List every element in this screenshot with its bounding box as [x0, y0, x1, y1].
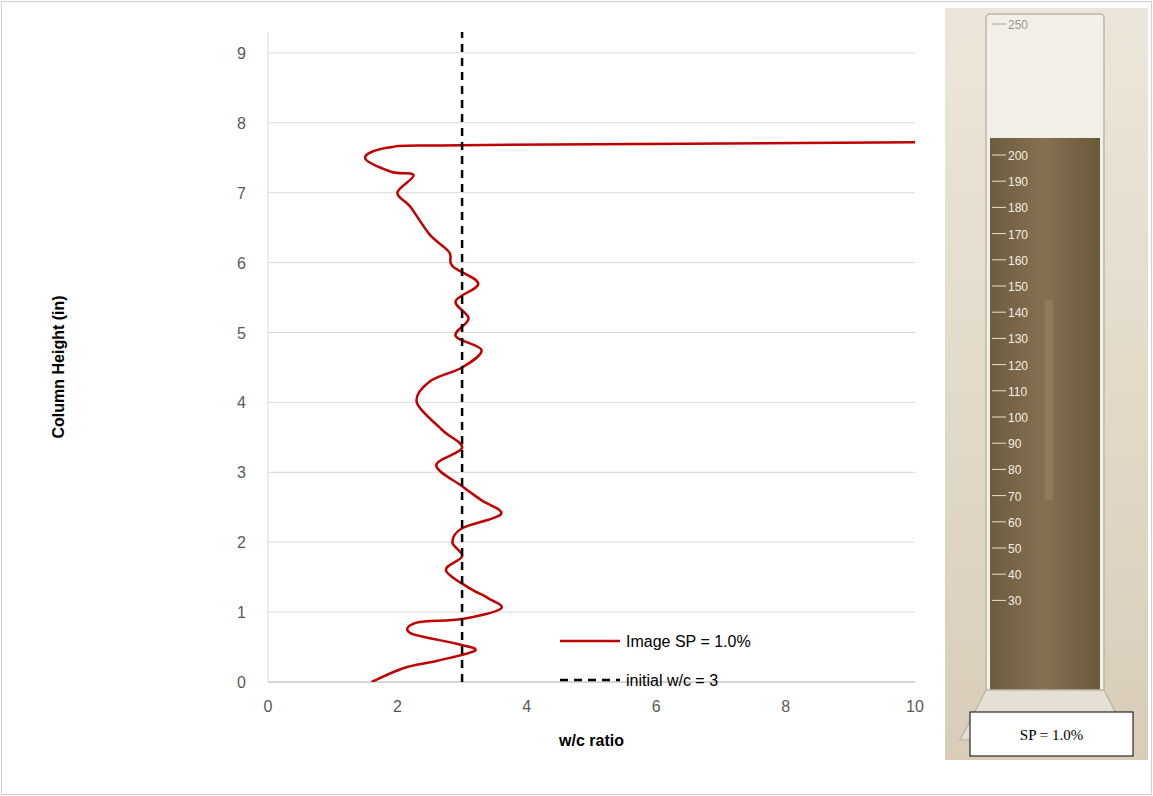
y-tick-label: 7: [237, 185, 246, 202]
y-tick-label: 6: [237, 255, 246, 272]
graduation-tick: [992, 233, 1006, 234]
x-tick-label: 6: [652, 698, 661, 715]
graduation-tick: [992, 495, 1006, 496]
graduation-tick: [992, 338, 1006, 339]
y-tick-label: 3: [237, 464, 246, 481]
x-tick-label: 0: [264, 698, 273, 715]
graduation-label: 200: [1008, 149, 1028, 163]
graduation-label: 110: [1008, 385, 1027, 399]
y-axis-title: Column Height (in): [50, 295, 67, 438]
x-axis-line: [268, 682, 915, 683]
y-tick-label: 9: [237, 45, 246, 62]
graduation-tick: [992, 207, 1006, 208]
x-tick-label: 8: [781, 698, 790, 715]
photo-caption: SP = 1.0%: [1020, 727, 1083, 743]
grid-line: [268, 262, 915, 263]
caption-box: [970, 712, 1133, 756]
x-tick-label: 4: [522, 698, 531, 715]
grid: [268, 53, 915, 682]
figure-frame: [2, 2, 1152, 795]
graduation-label: 160: [1008, 254, 1028, 268]
grid-line: [268, 542, 915, 543]
graduation-tick: [992, 443, 1006, 444]
figure: 01234567890246810w/c ratioColumn Height …: [0, 0, 1153, 796]
legend: Image SP = 1.0% initial w/c = 3: [560, 633, 751, 689]
grid-line: [268, 612, 915, 613]
graduation-tick: [992, 548, 1006, 549]
legend-swatch: [560, 679, 620, 682]
graduation-tick: [992, 24, 1006, 25]
grid-line: [268, 332, 915, 333]
y-axis-line: [268, 32, 269, 682]
graduation-tick: [992, 574, 1006, 575]
graduation-tick: [992, 286, 1006, 287]
legend-label: initial w/c = 3: [626, 672, 718, 689]
graduation-tick: [992, 155, 1006, 156]
glass-reflection: [1045, 300, 1053, 500]
graduation-tick: [992, 600, 1006, 601]
graduation-tick: [992, 312, 1006, 313]
graduation-label: 90: [1008, 437, 1022, 451]
cylinder-glass: [986, 14, 1104, 704]
graduation-tick: [992, 259, 1006, 260]
graduation-label: 130: [1008, 332, 1028, 346]
graduation-tick: [992, 364, 1006, 365]
cylinder-liquid: [990, 138, 1100, 702]
grid-line: [268, 122, 915, 123]
grid-line: [268, 682, 915, 683]
y-tick-label: 1: [237, 604, 246, 621]
x-axis-title: w/c ratio: [558, 732, 624, 749]
graduation-label: 80: [1008, 463, 1022, 477]
graduation-label: 250: [1008, 18, 1028, 32]
graduation-label: 30: [1008, 594, 1022, 608]
x-tick-label: 2: [393, 698, 402, 715]
graduation-label: 120: [1008, 359, 1028, 373]
graduation-tick: [992, 390, 1006, 391]
graduation-label: 70: [1008, 490, 1022, 504]
y-tick-label: 0: [237, 674, 246, 691]
graduation-label: 40: [1008, 568, 1022, 582]
series-line: [461, 32, 464, 682]
grid-line: [268, 402, 915, 403]
y-tick-label: 5: [237, 325, 246, 342]
graduation-tick: [992, 181, 1006, 182]
graduation-label: 60: [1008, 516, 1022, 530]
legend-label: Image SP = 1.0%: [626, 633, 751, 650]
y-tick-label: 2: [237, 534, 246, 551]
graduation-label: 100: [1008, 411, 1028, 425]
graduation-tick: [992, 417, 1006, 418]
y-tick-label: 8: [237, 115, 246, 132]
grid-line: [268, 472, 915, 473]
x-tick-label: 10: [906, 698, 924, 715]
graduation-tick: [992, 521, 1006, 522]
graduation-label: 180: [1008, 201, 1028, 215]
graduation-label: 190: [1008, 175, 1028, 189]
graduation-label: 150: [1008, 280, 1028, 294]
grid-line: [268, 52, 915, 53]
graduation-tick: [992, 469, 1006, 470]
y-tick-label: 4: [237, 394, 246, 411]
graduation-label: 140: [1008, 306, 1028, 320]
photo: 30 40 50 60 70 80 90 100 110 120 130 140 150 160 170 18…: [945, 8, 1148, 760]
series-line: [365, 142, 915, 682]
plot-data: [365, 32, 915, 682]
grid-line: [268, 192, 915, 193]
legend-swatch: [560, 640, 620, 643]
graduation-label: 50: [1008, 542, 1022, 556]
photo-background: [945, 8, 1148, 760]
graduation-label: 170: [1008, 228, 1028, 242]
